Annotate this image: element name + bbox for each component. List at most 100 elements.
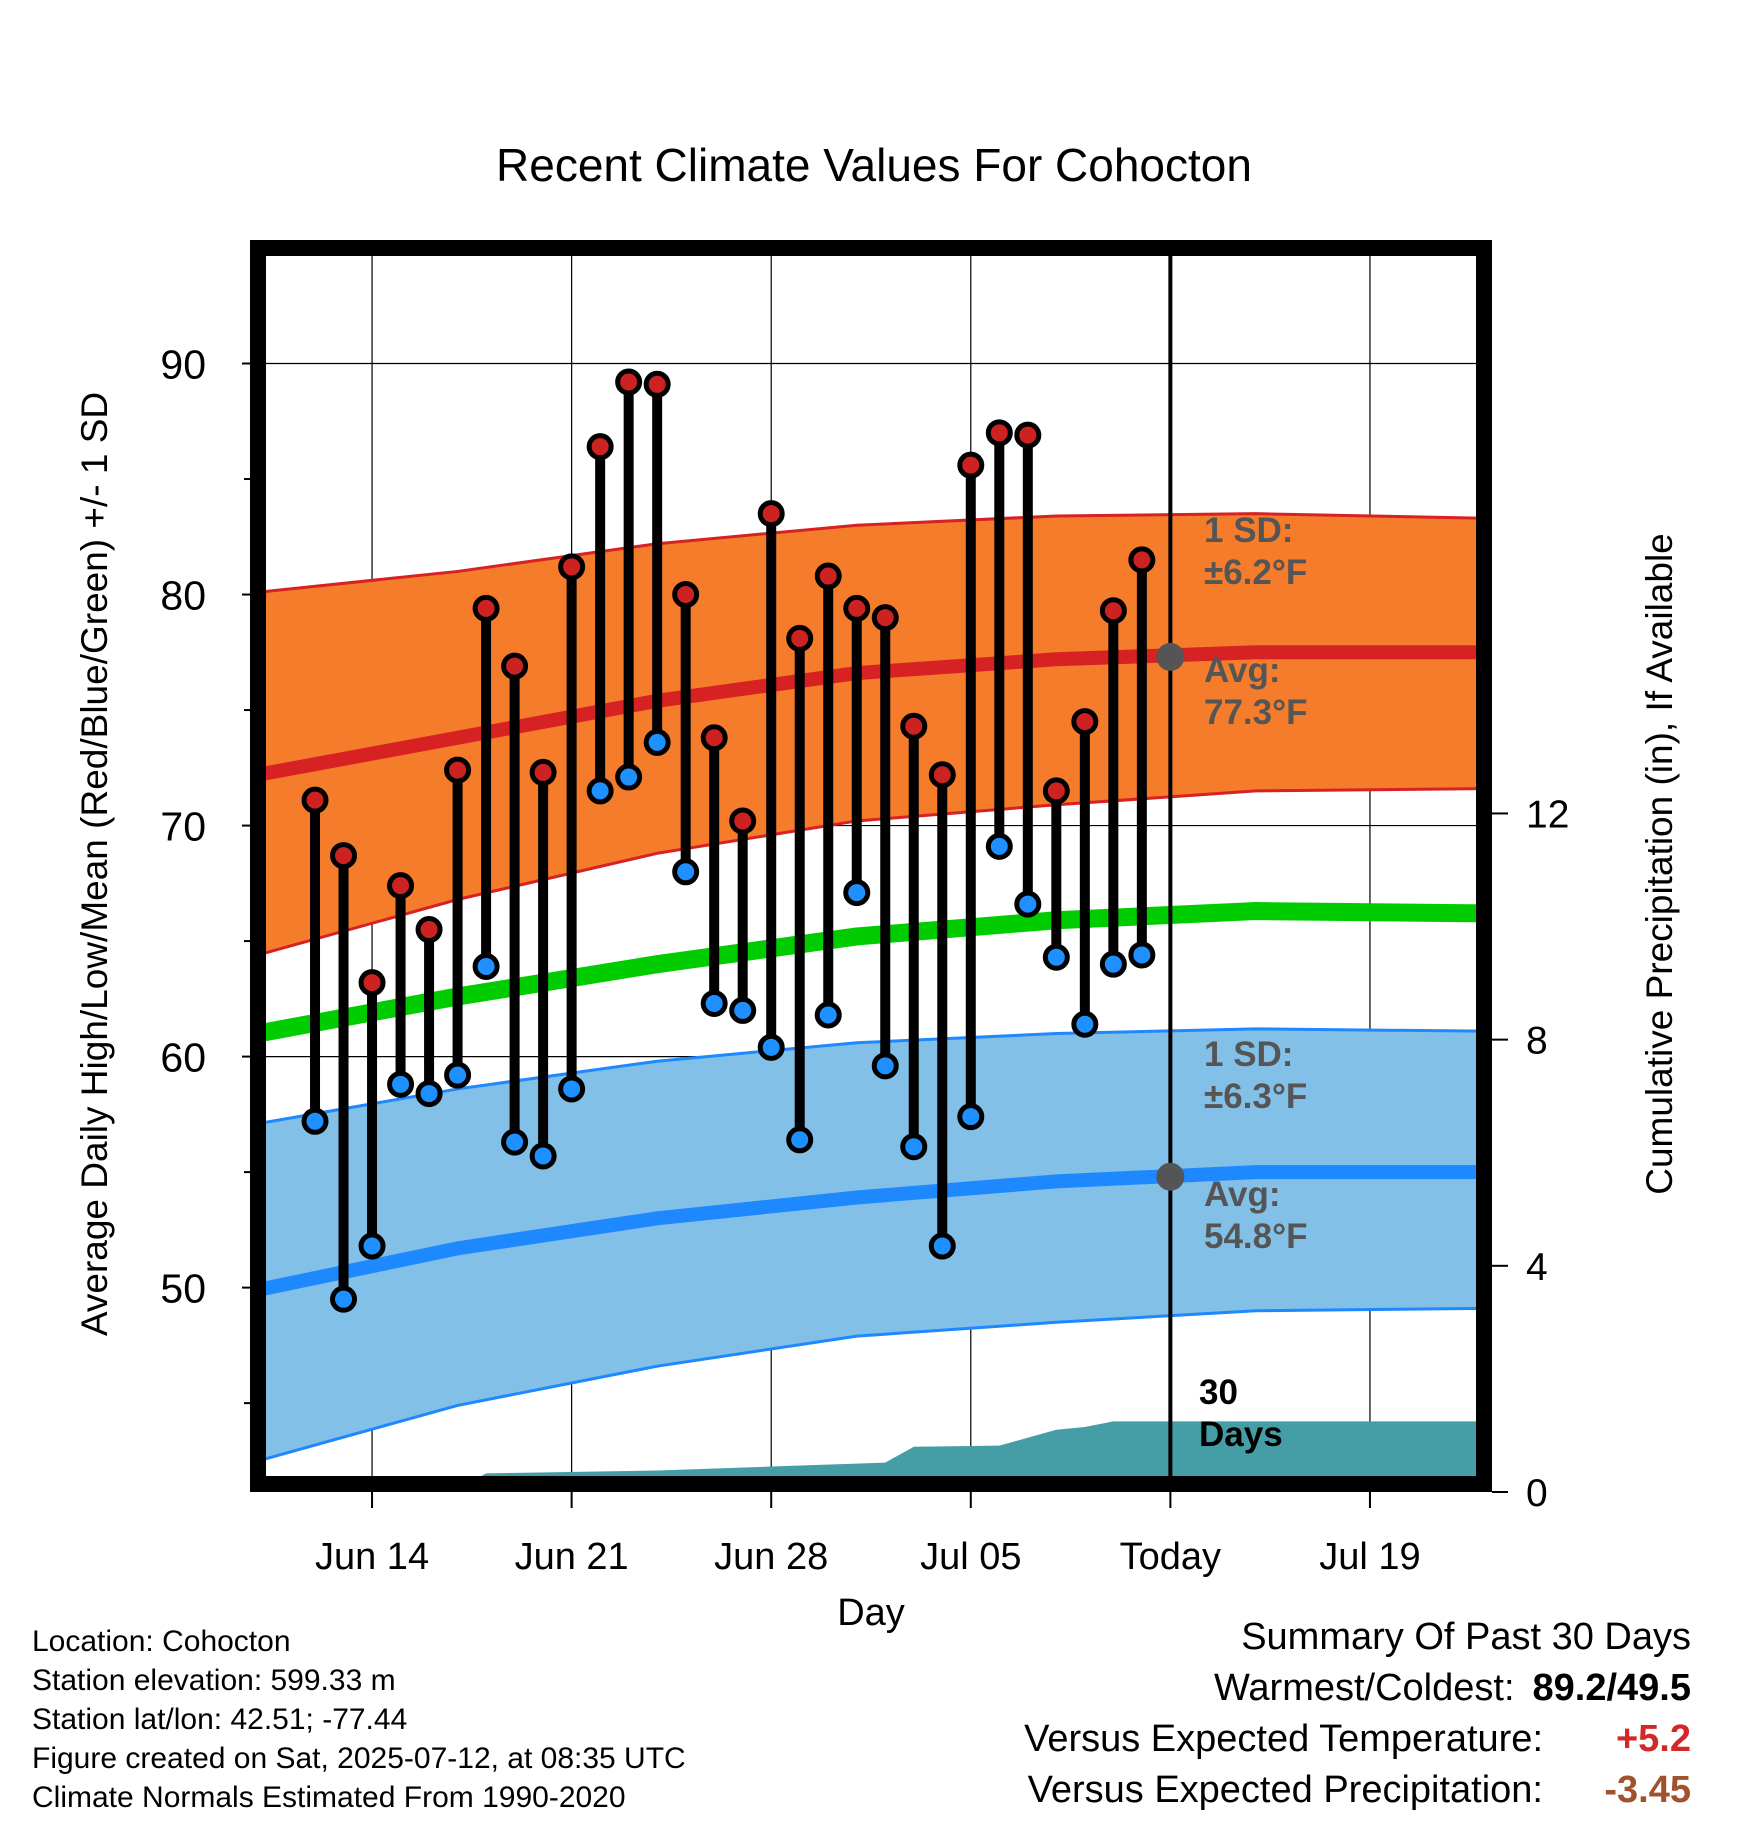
precip-fill xyxy=(466,1421,1484,1484)
warm-cold-value: 89.2/49.5 xyxy=(1532,1667,1691,1709)
today-high-avg-dot xyxy=(1156,642,1185,671)
low-temp-point xyxy=(957,1103,985,1131)
high-temp-point xyxy=(387,872,415,900)
precip-label: Versus Expected Precipitation: xyxy=(1027,1769,1543,1811)
high-temp-point xyxy=(615,368,643,396)
high-sd-band xyxy=(258,512,1484,957)
warm-cold-row: Warmest/Coldest: 89.2/49.5 xyxy=(1024,1663,1691,1714)
low-temp-point xyxy=(529,1142,557,1170)
band-annotations: 1 SD: ±6.2°F Avg: 77.3°F 1 SD: ±6.3°F Av… xyxy=(1199,511,1308,1454)
low-sd-value: ±6.3°F xyxy=(1204,1077,1307,1116)
low-temp-point xyxy=(1014,890,1042,918)
low-sd-band xyxy=(258,1027,1484,1463)
y-tick-label: 70 xyxy=(160,804,206,850)
low-avg-label: Avg: xyxy=(1204,1175,1280,1214)
high-temp-point xyxy=(444,756,472,784)
low-temp-point xyxy=(729,996,757,1024)
low-avg-value: 54.8°F xyxy=(1204,1217,1308,1256)
y2-tick-label: 12 xyxy=(1526,793,1569,836)
low-temp-point xyxy=(358,1232,386,1260)
station-info: Location: Cohocton Station elevation: 59… xyxy=(32,1622,686,1817)
x-axis-label: Day xyxy=(837,1592,905,1634)
high-sd-label: 1 SD: xyxy=(1204,511,1293,550)
low-temp-point xyxy=(501,1128,529,1156)
high-temp-point xyxy=(1099,597,1127,625)
low-temp-point xyxy=(843,879,871,907)
y-tick-label: 80 xyxy=(160,573,206,619)
high-temp-point xyxy=(843,594,871,622)
high-temp-point xyxy=(957,451,985,479)
low-temp-point xyxy=(301,1107,329,1135)
high-temp-point xyxy=(472,594,500,622)
low-temp-point xyxy=(1042,943,1070,971)
low-temp-point xyxy=(415,1080,443,1108)
high-temp-point xyxy=(501,652,529,680)
low-temp-point xyxy=(444,1061,472,1089)
high-temp-point xyxy=(586,433,614,461)
x-tick-label: Jul 05 xyxy=(920,1536,1021,1578)
low-temp-point xyxy=(814,1001,842,1029)
high-temp-point xyxy=(1014,421,1042,449)
window-unit: Days xyxy=(1199,1415,1283,1454)
high-temp-point xyxy=(700,724,728,752)
temp-label: Versus Expected Temperature: xyxy=(1024,1718,1543,1760)
high-temp-point xyxy=(729,807,757,835)
high-temp-point xyxy=(814,562,842,590)
y-tick-label: 50 xyxy=(160,1266,206,1312)
x-tick-label: Jun 28 xyxy=(714,1536,828,1578)
normals-text: Climate Normals Estimated From 1990-2020 xyxy=(32,1781,626,1814)
high-temp-point xyxy=(1128,546,1156,574)
today-marker xyxy=(1156,248,1185,1484)
high-avg-label: Avg: xyxy=(1204,651,1280,690)
y-tick-label: 90 xyxy=(160,342,206,388)
low-sd-label: 1 SD: xyxy=(1204,1035,1293,1074)
high-temp-point xyxy=(985,419,1013,447)
latlon-text: Station lat/lon: 42.51; -77.44 xyxy=(32,1703,408,1736)
high-temp-point xyxy=(558,553,586,581)
high-temp-point xyxy=(786,624,814,652)
warm-cold-label: Warmest/Coldest: xyxy=(1213,1667,1515,1709)
high-temp-point xyxy=(871,604,899,632)
low-temp-point xyxy=(330,1285,358,1313)
high-temp-point xyxy=(358,969,386,997)
low-temp-point xyxy=(1099,950,1127,978)
x-tick-label: Jun 21 xyxy=(515,1536,629,1578)
axes: 90 80 70 60 50 12 8 4 0 Jun 14 Jun 21 Jun 28 Jul 05 T… xyxy=(160,342,1569,1578)
low-temp-point xyxy=(985,832,1013,860)
y-tick-label: 60 xyxy=(160,1035,206,1081)
precip-row: Versus Expected Precipitation: -3.45 xyxy=(1024,1765,1691,1816)
high-temp-point xyxy=(643,370,671,398)
high-temp-point xyxy=(529,758,557,786)
low-temp-point xyxy=(871,1052,899,1080)
low-temp-point xyxy=(1128,941,1156,969)
x-tick-label: Jun 14 xyxy=(315,1536,429,1578)
low-temp-point xyxy=(900,1133,928,1161)
y2-tick-label: 8 xyxy=(1526,1020,1548,1063)
low-temp-point xyxy=(928,1232,956,1260)
plot-frame xyxy=(250,240,1492,1492)
high-temp-point xyxy=(900,712,928,740)
low-temp-point xyxy=(786,1126,814,1154)
today-low-avg-dot xyxy=(1156,1162,1185,1191)
elevation-text: Station elevation: 599.33 m xyxy=(32,1664,396,1697)
low-temp-point xyxy=(672,858,700,886)
created-text: Figure created on Sat, 2025-07-12, at 08… xyxy=(32,1742,686,1775)
high-temp-point xyxy=(1042,777,1070,805)
low-temp-point xyxy=(387,1070,415,1098)
high-temp-point xyxy=(301,786,329,814)
temp-value: +5.2 xyxy=(1615,1718,1691,1760)
temp-row: Versus Expected Temperature: +5.2 xyxy=(1024,1714,1691,1765)
low-temp-point xyxy=(615,763,643,791)
low-temp-point xyxy=(472,952,500,980)
low-temp-point xyxy=(558,1075,586,1103)
low-normal-line xyxy=(258,1165,1484,1297)
y2-tick-label: 4 xyxy=(1526,1246,1548,1289)
high-temp-point xyxy=(928,761,956,789)
plot-area xyxy=(258,248,1484,1484)
summary-title: Summary Of Past 30 Days xyxy=(1241,1616,1691,1658)
low-temp-point xyxy=(586,777,614,805)
high-temp-point xyxy=(757,500,785,528)
daily-range-bars xyxy=(301,368,1156,1313)
high-temp-point xyxy=(1071,708,1099,736)
